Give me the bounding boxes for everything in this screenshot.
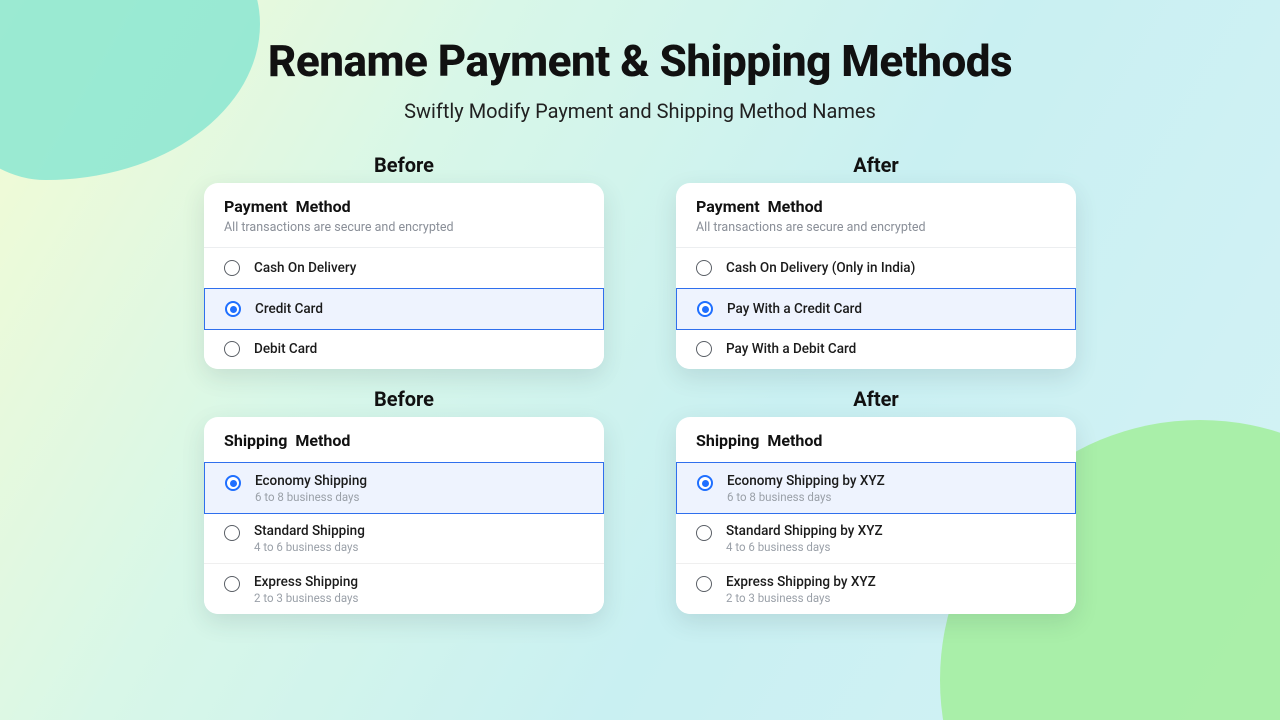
page-subtitle: Swiftly Modify Payment and Shipping Meth…	[404, 99, 876, 123]
shipping-option[interactable]: Express Shipping by XYZ 2 to 3 business …	[676, 564, 1076, 614]
option-label: Cash On Delivery (Only in India)	[726, 260, 915, 276]
shipping-option[interactable]: Standard Shipping by XYZ 4 to 6 business…	[676, 513, 1076, 564]
option-label: Pay With a Debit Card	[726, 341, 856, 357]
shipping-after-section: After Shipping Method Economy Shipping b…	[676, 387, 1076, 614]
comparison-grid: Before Payment Method All transactions a…	[204, 153, 1076, 614]
option-label: Standard Shipping	[254, 523, 365, 539]
card-header: Shipping Method	[204, 417, 604, 463]
option-label: Cash On Delivery	[254, 260, 356, 276]
column-label-before: Before	[374, 153, 434, 177]
radio-icon	[697, 301, 713, 317]
card-subtext: All transactions are secure and encrypte…	[696, 220, 1056, 235]
shipping-option[interactable]: Standard Shipping 4 to 6 business days	[204, 513, 604, 564]
radio-icon	[224, 341, 240, 357]
column-label-after: After	[853, 153, 899, 177]
shipping-after-card: Shipping Method Economy Shipping by XYZ …	[676, 417, 1076, 614]
card-title: Payment Method	[696, 197, 1056, 216]
radio-icon	[224, 576, 240, 592]
payment-option[interactable]: Pay With a Debit Card	[676, 329, 1076, 369]
option-subtext: 6 to 8 business days	[255, 490, 367, 504]
payment-after-card: Payment Method All transactions are secu…	[676, 183, 1076, 369]
option-label: Debit Card	[254, 341, 317, 357]
option-label: Express Shipping by XYZ	[726, 574, 876, 590]
card-header: Shipping Method	[676, 417, 1076, 463]
option-label: Pay With a Credit Card	[727, 301, 862, 317]
card-subtext: All transactions are secure and encrypte…	[224, 220, 584, 235]
card-title: Shipping Method	[696, 431, 1056, 450]
shipping-option[interactable]: Economy Shipping 6 to 8 business days	[204, 462, 604, 514]
card-header: Payment Method All transactions are secu…	[204, 183, 604, 248]
payment-after-section: After Payment Method All transactions ar…	[676, 153, 1076, 369]
payment-before-section: Before Payment Method All transactions a…	[204, 153, 604, 369]
option-subtext: 4 to 6 business days	[254, 540, 365, 554]
card-title: Payment Method	[224, 197, 584, 216]
radio-icon	[697, 475, 713, 491]
payment-option[interactable]: Cash On Delivery	[204, 248, 604, 289]
option-label: Credit Card	[255, 301, 323, 317]
option-label: Economy Shipping by XYZ	[727, 473, 885, 489]
radio-icon	[224, 260, 240, 276]
payment-option[interactable]: Cash On Delivery (Only in India)	[676, 248, 1076, 289]
payment-before-card: Payment Method All transactions are secu…	[204, 183, 604, 369]
radio-icon	[696, 576, 712, 592]
column-label-after: After	[853, 387, 899, 411]
radio-icon	[696, 341, 712, 357]
option-subtext: 2 to 3 business days	[254, 591, 358, 605]
column-label-before: Before	[374, 387, 434, 411]
option-subtext: 6 to 8 business days	[727, 490, 885, 504]
shipping-before-section: Before Shipping Method Economy Shipping …	[204, 387, 604, 614]
shipping-before-card: Shipping Method Economy Shipping 6 to 8 …	[204, 417, 604, 614]
radio-icon	[224, 525, 240, 541]
option-label: Standard Shipping by XYZ	[726, 523, 883, 539]
shipping-option[interactable]: Economy Shipping by XYZ 6 to 8 business …	[676, 462, 1076, 514]
option-label: Economy Shipping	[255, 473, 367, 489]
page-title: Rename Payment & Shipping Methods	[268, 35, 1012, 87]
radio-icon	[696, 260, 712, 276]
radio-icon	[696, 525, 712, 541]
shipping-option[interactable]: Express Shipping 2 to 3 business days	[204, 564, 604, 614]
payment-option[interactable]: Pay With a Credit Card	[676, 288, 1076, 330]
card-title: Shipping Method	[224, 431, 584, 450]
card-header: Payment Method All transactions are secu…	[676, 183, 1076, 248]
page: Rename Payment & Shipping Methods Swiftl…	[0, 0, 1280, 720]
option-subtext: 2 to 3 business days	[726, 591, 876, 605]
payment-option[interactable]: Debit Card	[204, 329, 604, 369]
radio-icon	[225, 301, 241, 317]
radio-icon	[225, 475, 241, 491]
option-subtext: 4 to 6 business days	[726, 540, 883, 554]
payment-option[interactable]: Credit Card	[204, 288, 604, 330]
option-label: Express Shipping	[254, 574, 358, 590]
